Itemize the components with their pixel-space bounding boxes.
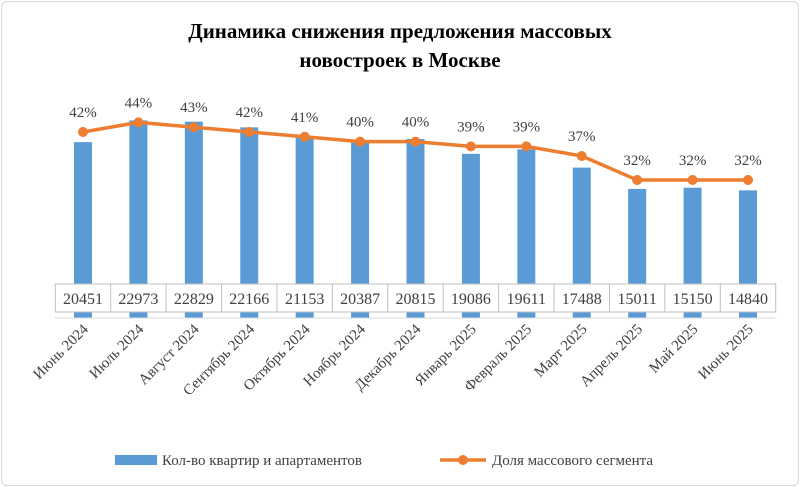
line-point — [78, 127, 88, 137]
line-point — [743, 175, 753, 185]
line-data-label: 39% — [457, 119, 485, 135]
line-point — [410, 136, 421, 147]
line-data-label: 32% — [623, 153, 651, 169]
line-data-label: 41% — [291, 110, 319, 126]
data-table — [54, 283, 777, 313]
bar — [184, 121, 203, 319]
chart-title-line: новостроек в Москве — [299, 48, 500, 72]
bar — [295, 136, 314, 318]
line-point — [521, 141, 532, 152]
bar — [517, 149, 536, 318]
line-data-label: 43% — [180, 100, 208, 116]
x-tick-label: Март 2025 — [531, 322, 590, 381]
bar — [129, 120, 148, 319]
data-table-value: 19611 — [507, 291, 546, 308]
legend-line-marker — [458, 455, 468, 465]
line-data-label: 37% — [568, 129, 596, 145]
line-point — [687, 175, 698, 185]
data-table-value: 20451 — [63, 291, 103, 308]
x-tick-label: Июнь 2025 — [696, 322, 757, 383]
line-point — [244, 127, 255, 137]
chart-title-line: Динамика снижения предложения массовых — [188, 19, 612, 43]
bar — [74, 142, 92, 318]
bar — [240, 127, 259, 318]
data-table-value: 20387 — [340, 291, 380, 308]
line-point — [632, 175, 643, 185]
data-table-value: 20815 — [396, 291, 436, 308]
line-point — [299, 131, 310, 142]
data-table-value: 15011 — [617, 291, 656, 308]
line-data-label: 39% — [513, 119, 541, 135]
line-point — [133, 117, 144, 128]
line-point — [576, 151, 587, 161]
data-table-value: 21153 — [285, 291, 324, 308]
bar — [406, 138, 425, 318]
data-table-value: 22829 — [174, 291, 214, 308]
legend-line-label: Доля массового сегмента — [492, 453, 653, 469]
data-table-value: 15150 — [673, 291, 713, 308]
data-table-value: 14840 — [728, 291, 768, 308]
line-data-label: 42% — [236, 105, 264, 121]
line-data-label: 32% — [679, 153, 707, 169]
data-table-value: 19086 — [451, 291, 491, 308]
data-table-value: 17488 — [562, 291, 602, 308]
line-data-label: 40% — [346, 115, 374, 131]
line-data-label: 44% — [125, 95, 153, 111]
line-point — [465, 141, 476, 152]
line-data-label: 42% — [69, 105, 97, 121]
x-tick-label: Май 2025 — [646, 322, 701, 377]
data-table-value: 22166 — [229, 291, 269, 308]
line-data-label: 40% — [402, 115, 430, 131]
x-tick-label: Июнь 2024 — [31, 321, 93, 383]
line-data-label: 32% — [734, 153, 762, 169]
legend-bar-swatch — [115, 455, 157, 465]
bar — [461, 153, 480, 318]
line-point — [188, 122, 199, 133]
x-tick-label: Июль 2024 — [87, 321, 148, 382]
legend-bar-label: Кол-во квартир и апартаментов — [162, 453, 362, 469]
bar — [572, 167, 591, 318]
data-table-value: 22973 — [118, 291, 158, 308]
bar — [351, 142, 370, 318]
line-point — [355, 136, 366, 147]
